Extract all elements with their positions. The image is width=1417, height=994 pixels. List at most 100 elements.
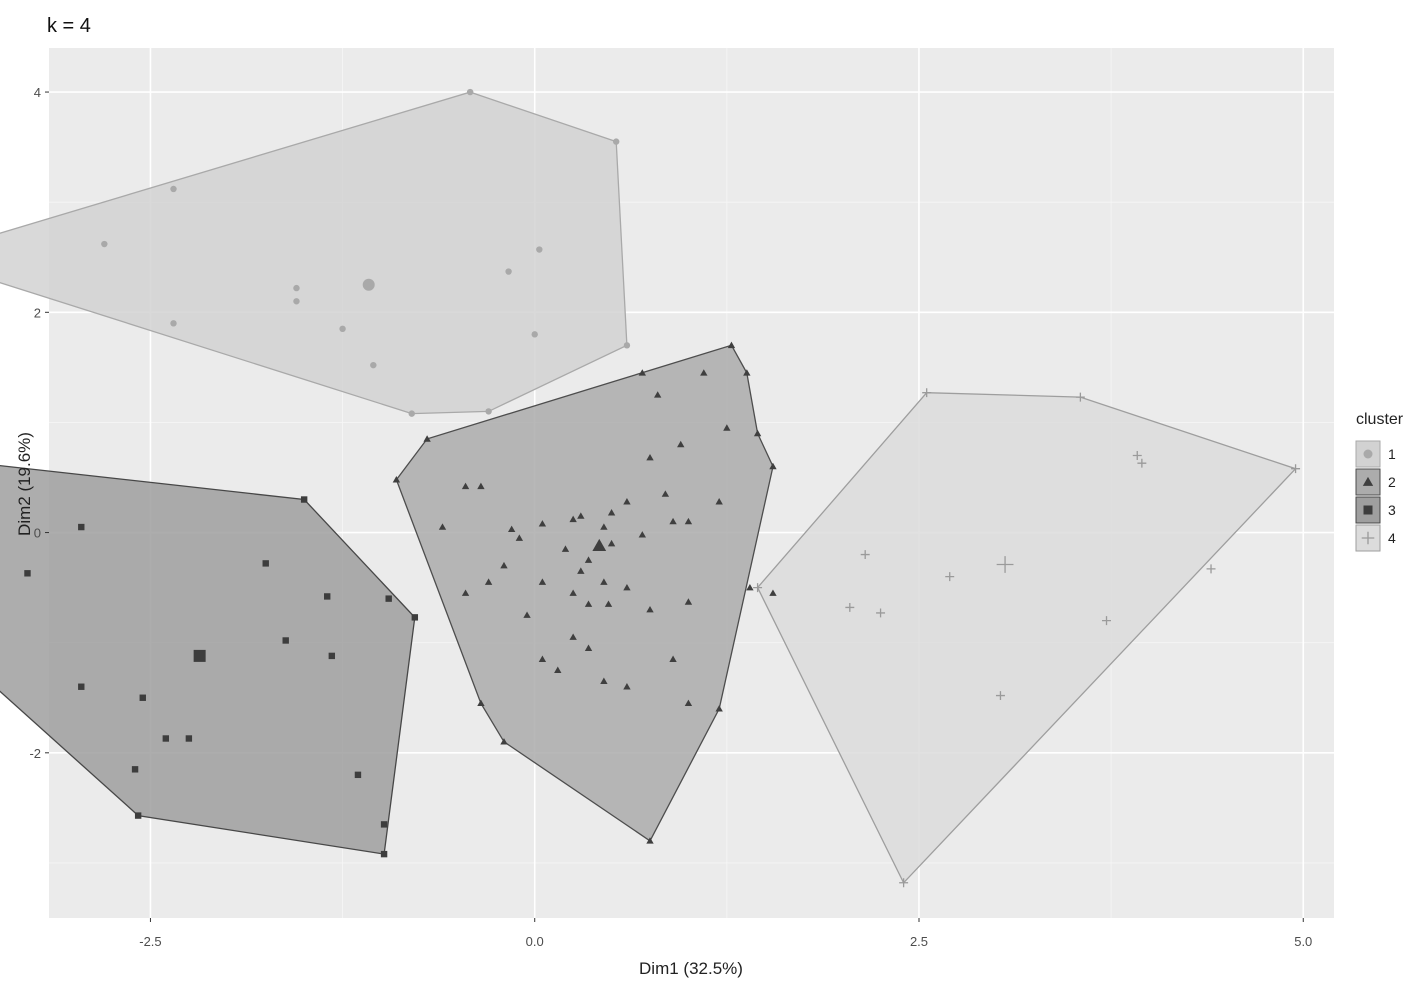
cluster-3-point — [380, 821, 388, 828]
cluster-4-point — [876, 608, 886, 618]
legend-symbol-4 — [1361, 531, 1375, 545]
cluster-2-point — [715, 705, 723, 712]
cluster-2-point — [461, 482, 470, 490]
x-axis-ticks: -2.5 0.0 2.5 5.0 — [139, 918, 1312, 949]
y-tick-label: -2 — [29, 746, 41, 761]
cluster-3-point — [134, 812, 142, 819]
cluster-2-point — [669, 655, 677, 662]
cluster-3-point — [139, 694, 146, 701]
cluster-2-point — [646, 453, 654, 461]
cluster-4-point — [899, 878, 909, 888]
cluster-2-point — [600, 578, 608, 585]
legend-title: cluster — [1356, 411, 1404, 428]
cluster-2-point — [569, 633, 577, 640]
cluster-2-point — [677, 440, 685, 448]
legend-label-4: 4 — [1388, 530, 1396, 546]
x-axis-title: Dim1 (32.5%) — [639, 959, 743, 978]
cluster-3-point — [131, 766, 139, 773]
cluster-2-point — [769, 462, 777, 470]
y-axis-ticks: 4 2 0 -2 — [29, 85, 49, 761]
cluster-3-point — [282, 637, 289, 644]
cluster-2-point — [600, 677, 608, 684]
cluster-3-point — [300, 496, 308, 503]
cluster-3-point — [262, 560, 269, 567]
cluster-4-point — [1102, 616, 1111, 626]
cluster-2-point — [461, 589, 470, 596]
legend-symbol-2 — [1362, 476, 1374, 486]
cluster-2-point — [646, 837, 654, 844]
chart-title: k = 4 — [47, 15, 91, 37]
cluster-2-point — [684, 517, 693, 525]
cluster-2-point — [500, 738, 508, 745]
cluster-1-point — [612, 138, 620, 145]
cluster-2-point — [584, 556, 593, 563]
cluster-3-point — [324, 593, 331, 600]
cluster-1-point — [170, 185, 177, 193]
cluster-1-point — [101, 240, 108, 248]
cluster-2-center — [592, 538, 607, 551]
y-tick-label: 4 — [34, 85, 41, 100]
cluster-1-point — [408, 410, 415, 417]
cluster-4-point — [753, 583, 763, 593]
cluster-2-point — [769, 589, 777, 596]
x-tick-label: 5.0 — [1294, 934, 1312, 949]
cluster-2-point — [538, 520, 547, 527]
cluster-2-point — [700, 369, 708, 376]
cluster-2-point — [515, 534, 524, 541]
cluster-2-point — [743, 369, 751, 376]
cluster-2-point — [500, 561, 508, 569]
cluster-2-point — [727, 341, 736, 349]
cluster-2-point — [646, 605, 654, 613]
cluster-3-center — [193, 649, 206, 662]
cluster-2-point — [638, 531, 646, 538]
cluster-2-point — [438, 523, 447, 530]
cluster-3-point — [162, 735, 170, 742]
cluster-3-point — [78, 683, 85, 690]
cluster-2-point — [607, 539, 616, 547]
x-tick-label: 2.5 — [910, 934, 928, 949]
cluster-2-point — [723, 424, 731, 431]
cluster-2-point — [623, 683, 631, 690]
cluster-2-point — [569, 589, 577, 596]
cluster-2-point — [569, 515, 577, 523]
cluster-4-center — [996, 556, 1014, 573]
cluster-1-point — [531, 331, 538, 338]
cluster-1-point — [339, 325, 346, 333]
cluster-2-point — [477, 699, 485, 707]
cluster-1-point — [170, 320, 177, 327]
cluster-4-point — [945, 572, 955, 582]
cluster-1-point — [623, 342, 631, 349]
legend-symbol-1 — [1363, 449, 1373, 459]
cluster-2-point — [600, 523, 608, 530]
cluster-2-point — [638, 369, 646, 376]
y-tick-label: 2 — [34, 305, 41, 320]
cluster-4-point — [845, 602, 855, 612]
y-tick-label: 0 — [34, 526, 41, 541]
cluster-2-point — [392, 476, 401, 483]
cluster-3-point — [24, 570, 31, 577]
legend-label-3: 3 — [1388, 502, 1396, 518]
legend-label-2: 2 — [1388, 474, 1396, 490]
legend-key-1 — [1355, 440, 1381, 468]
cluster-points — [24, 88, 1301, 888]
cluster-2-point — [584, 644, 593, 651]
cluster-2-point — [584, 600, 593, 607]
cluster-2-point — [607, 509, 616, 516]
cluster-4-point — [1206, 564, 1216, 574]
cluster-2-point — [577, 512, 585, 519]
cluster-2-point — [684, 699, 693, 707]
cluster-3-point — [328, 652, 336, 660]
cluster-3-point — [385, 595, 392, 602]
cluster-4-point — [922, 388, 932, 398]
cluster-4-point — [1075, 392, 1085, 402]
cluster-1-point — [293, 284, 300, 292]
cluster-2-point — [669, 517, 677, 525]
cluster-2-point — [561, 545, 570, 552]
cluster-2-point — [604, 600, 613, 607]
cluster-2-point — [746, 583, 754, 591]
cluster-1-point — [505, 268, 512, 275]
cluster-2-point — [538, 578, 547, 585]
cluster-2-point — [507, 525, 516, 533]
cluster-2-point — [684, 598, 693, 605]
cluster-2-point — [661, 490, 670, 497]
